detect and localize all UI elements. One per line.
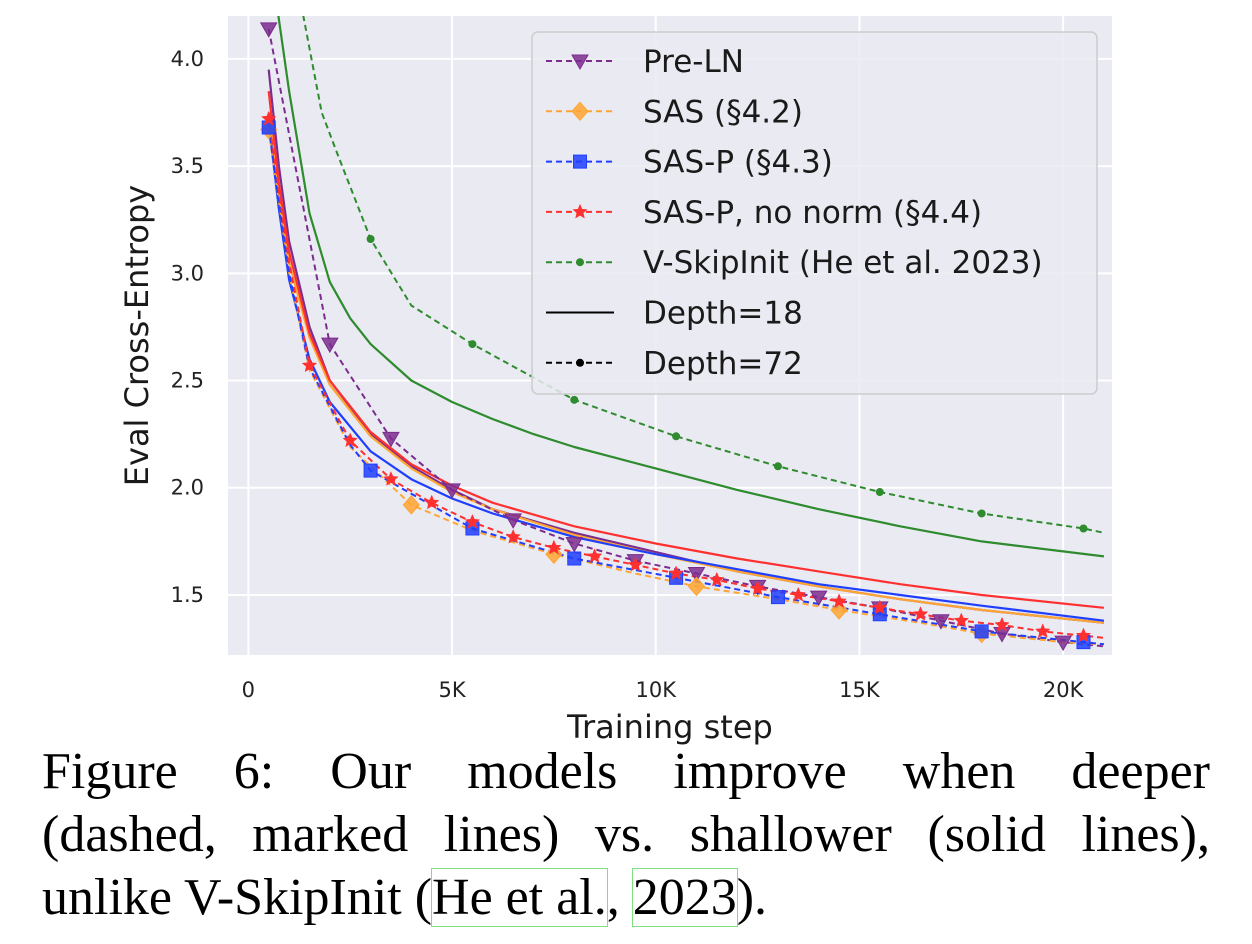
series-line-sas-p-no-norm-depth-18 [267, 90, 1105, 609]
data-point-sas-depth-72 [402, 495, 420, 515]
y-tick-label: 2.0 [171, 476, 204, 500]
series-line-sas-depth-18 [267, 112, 1105, 624]
data-point-sas-p-no-norm-depth-72 [1034, 623, 1051, 639]
legend-label-depth-72: Depth=72 [643, 346, 803, 382]
legend-label-depth-18: Depth=18 [643, 296, 803, 332]
data-point-v-skipinit-depth-72 [875, 488, 884, 497]
data-point-v-skipinit-depth-72 [366, 235, 375, 244]
legend-marker-sas-4-2 [571, 101, 589, 122]
data-point-v-skipinit-depth-72 [1079, 524, 1088, 533]
y-axis-title: Eval Cross-Entropy [118, 185, 156, 486]
x-tick-label: 20K [1043, 678, 1085, 702]
y-tick-label: 3.5 [171, 154, 204, 178]
data-point-sas-p-no-norm-depth-72 [260, 110, 277, 126]
data-point-v-skipinit-depth-72 [468, 340, 477, 349]
data-point-v-skipinit-depth-72 [773, 462, 782, 471]
data-point-v-skipinit-depth-72 [570, 395, 579, 404]
legend-label-sas-p-4-3: SAS-P (§4.3) [643, 145, 833, 181]
data-point-sas-p-no-norm-depth-72 [546, 539, 562, 555]
data-point-sas-p-depth-72 [567, 551, 582, 566]
y-tick-label: 2.5 [171, 369, 204, 393]
data-point-v-skipinit-depth-72 [977, 509, 986, 518]
data-point-sas-p-no-norm-depth-72 [301, 357, 318, 373]
data-point-sas-p-depth-72 [261, 120, 276, 135]
data-point-sas-p-no-norm-depth-72 [953, 612, 970, 628]
legend-label-sas-4-2: SAS (§4.2) [643, 94, 803, 130]
data-point-sas-p-no-norm-depth-72 [668, 565, 684, 581]
caption-line-1: Figure 6: Our models improve when deeper [42, 743, 1210, 800]
data-point-sas-p-no-norm-depth-72 [749, 580, 766, 596]
caption-line-3-end: ). [736, 869, 768, 926]
citation-separator: , [606, 869, 633, 926]
data-point-sas-p-no-norm-depth-72 [831, 593, 847, 609]
caption-line-3-start: unlike V-SkipInit ( [42, 869, 433, 926]
caption-line-2: (dashed, marked lines) vs. shallower (so… [42, 806, 1210, 863]
legend-label-pre-ln: Pre-LN [643, 44, 744, 80]
data-point-sas-p-no-norm-depth-72 [423, 494, 440, 510]
data-point-sas-p-no-norm-depth-72 [912, 606, 929, 621]
data-point-sas-p-no-norm-depth-72 [464, 513, 481, 529]
series-layer [259, 16, 1105, 652]
data-point-v-skipinit-depth-72 [672, 432, 681, 441]
y-tick-label: 3.0 [171, 261, 204, 285]
data-point-sas-p-no-norm-depth-72 [790, 586, 807, 602]
legend: Pre-LN SAS (§4.2) SAS-P (§4.3) SAS-P, no no… [531, 31, 1098, 395]
data-point-pre-ln-depth-72 [1054, 635, 1072, 652]
data-point-pre-ln-depth-72 [382, 431, 400, 448]
caption-line-3: unlike V-SkipInit (He et al., 2023). [42, 866, 1210, 929]
x-tick-label: 5K [438, 678, 466, 702]
data-point-pre-ln-depth-72 [932, 614, 950, 630]
tick-labels: 0 5K 10K 15K 20K 1.5 2.0 2.5 3.0 3.5 4.0 [171, 47, 1085, 702]
data-point-sas-p-depth-72 [974, 624, 989, 639]
citation-link-author[interactable]: He et al. [431, 868, 608, 927]
y-tick-label: 1.5 [171, 583, 204, 607]
data-point-sas-p-no-norm-depth-72 [709, 571, 725, 587]
data-point-sas-p-no-norm-depth-72 [994, 616, 1010, 632]
x-tick-label: 0 [242, 678, 255, 702]
data-point-sas-depth-72 [545, 544, 563, 564]
legend-box [531, 31, 1098, 395]
citation-link-year[interactable]: 2023 [631, 868, 738, 927]
x-axis-title: Training step [566, 708, 773, 746]
legend-marker-sas-p-no-norm-4-4 [572, 203, 588, 219]
data-point-pre-ln-depth-72 [809, 590, 828, 607]
figure-caption: Figure 6: Our models improve when deeper… [42, 740, 1210, 929]
data-point-pre-ln-depth-72 [443, 483, 461, 499]
data-point-sas-p-no-norm-depth-72 [383, 471, 399, 486]
data-point-sas-p-no-norm-depth-72 [1075, 627, 1092, 643]
data-point-sas-p-depth-72 [770, 590, 785, 605]
legend-marker-sas-p-4-3 [573, 154, 587, 169]
data-point-sas-p-no-norm-depth-72 [342, 432, 358, 448]
data-point-sas-p-no-norm-depth-72 [627, 556, 644, 572]
data-point-sas-p-depth-72 [363, 463, 378, 478]
data-point-sas-p-no-norm-depth-72 [872, 599, 888, 615]
data-point-pre-ln-depth-72 [259, 22, 278, 38]
legend-marker-pre-ln [571, 54, 589, 71]
legend-label-sas-p-no-norm-4-4: SAS-P, no norm (§4.4) [643, 195, 982, 231]
data-point-pre-ln-depth-72 [320, 337, 339, 354]
legend-marker-depth-72 [576, 358, 584, 367]
data-point-sas-p-no-norm-depth-72 [505, 528, 521, 544]
data-point-pre-ln-depth-72 [687, 567, 706, 583]
x-tick-label: 15K [839, 678, 881, 702]
data-point-pre-ln-depth-72 [565, 536, 584, 553]
series-line-v-skipinit-depth-18 [277, 16, 1105, 558]
y-tick-label: 4.0 [171, 47, 204, 71]
legend-marker-v-skipinit-he-et-al-2023 [576, 258, 584, 267]
chart: 0 5K 10K 15K 20K 1.5 2.0 2.5 3.0 3.5 4.0 Training … [118, 16, 1112, 746]
data-point-sas-depth-72 [687, 576, 706, 597]
legend-label-v-skipinit-he-et-al-2023: V-SkipInit (He et al. 2023) [643, 245, 1043, 281]
data-point-pre-ln-depth-72 [504, 513, 523, 529]
data-point-sas-p-no-norm-depth-72 [586, 548, 603, 563]
x-tick-label: 10K [635, 678, 677, 702]
